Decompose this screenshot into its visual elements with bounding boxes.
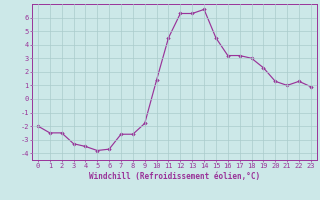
X-axis label: Windchill (Refroidissement éolien,°C): Windchill (Refroidissement éolien,°C)	[89, 172, 260, 181]
